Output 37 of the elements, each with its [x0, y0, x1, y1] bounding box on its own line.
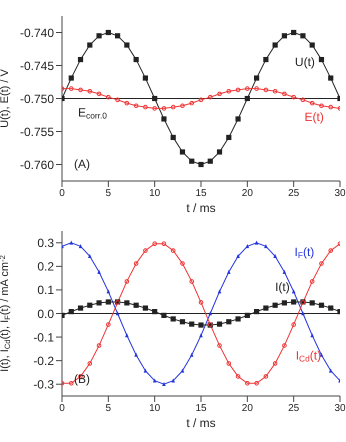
- x-tick-label: 15: [195, 188, 207, 200]
- x-tick-label: 5: [106, 188, 112, 200]
- y-tick-label: 0.2: [37, 260, 54, 274]
- x-tick-label: 30: [334, 403, 346, 414]
- annotation: (A): [74, 157, 90, 171]
- y-tick-label: -0.755: [20, 124, 54, 139]
- y-tick-label: 0.1: [37, 283, 54, 298]
- y-tick-label: -0.3: [33, 377, 54, 392]
- ref-line-label: E$_{corr.0}$: [78, 106, 108, 121]
- x-tick-label: 25: [288, 188, 300, 200]
- x-tick-label: 15: [195, 403, 207, 414]
- y-tick-label: -0.740: [20, 26, 54, 40]
- y-axis-title: U(t), E(t) / V: [0, 68, 11, 128]
- x-tick-label: 0: [59, 403, 66, 414]
- y-tick-label: 0.0: [37, 306, 54, 321]
- x-axis-title: t / ms: [186, 416, 216, 430]
- x-tick-label: 0: [59, 188, 66, 200]
- y-tick-label: -0.750: [20, 92, 54, 106]
- x-tick-label: 20: [242, 403, 254, 414]
- x-axis-title: t / ms: [186, 201, 216, 215]
- annotation: (B): [74, 372, 90, 386]
- x-tick-label: 30: [334, 188, 346, 200]
- x-tick-label: 25: [288, 403, 300, 414]
- y-tick-label: -0.745: [20, 58, 54, 73]
- x-tick-label: 20: [242, 188, 254, 200]
- y-tick-label: 0.3: [37, 236, 54, 250]
- series-label: E(t): [304, 110, 324, 124]
- series-label: I(t): [275, 280, 290, 294]
- series-label: I$_{Cd}$(t): [296, 348, 322, 364]
- y-tick-label: -0.2: [33, 354, 54, 368]
- y-tick-label: -0.1: [33, 330, 54, 344]
- x-tick-label: 10: [149, 403, 161, 414]
- series-label: U(t): [294, 54, 315, 69]
- y-tick-label: -0.760: [20, 158, 54, 172]
- x-tick-label: 10: [149, 188, 161, 200]
- series-label: I$_{F}$(t): [294, 245, 314, 260]
- x-tick-label: 5: [106, 403, 112, 414]
